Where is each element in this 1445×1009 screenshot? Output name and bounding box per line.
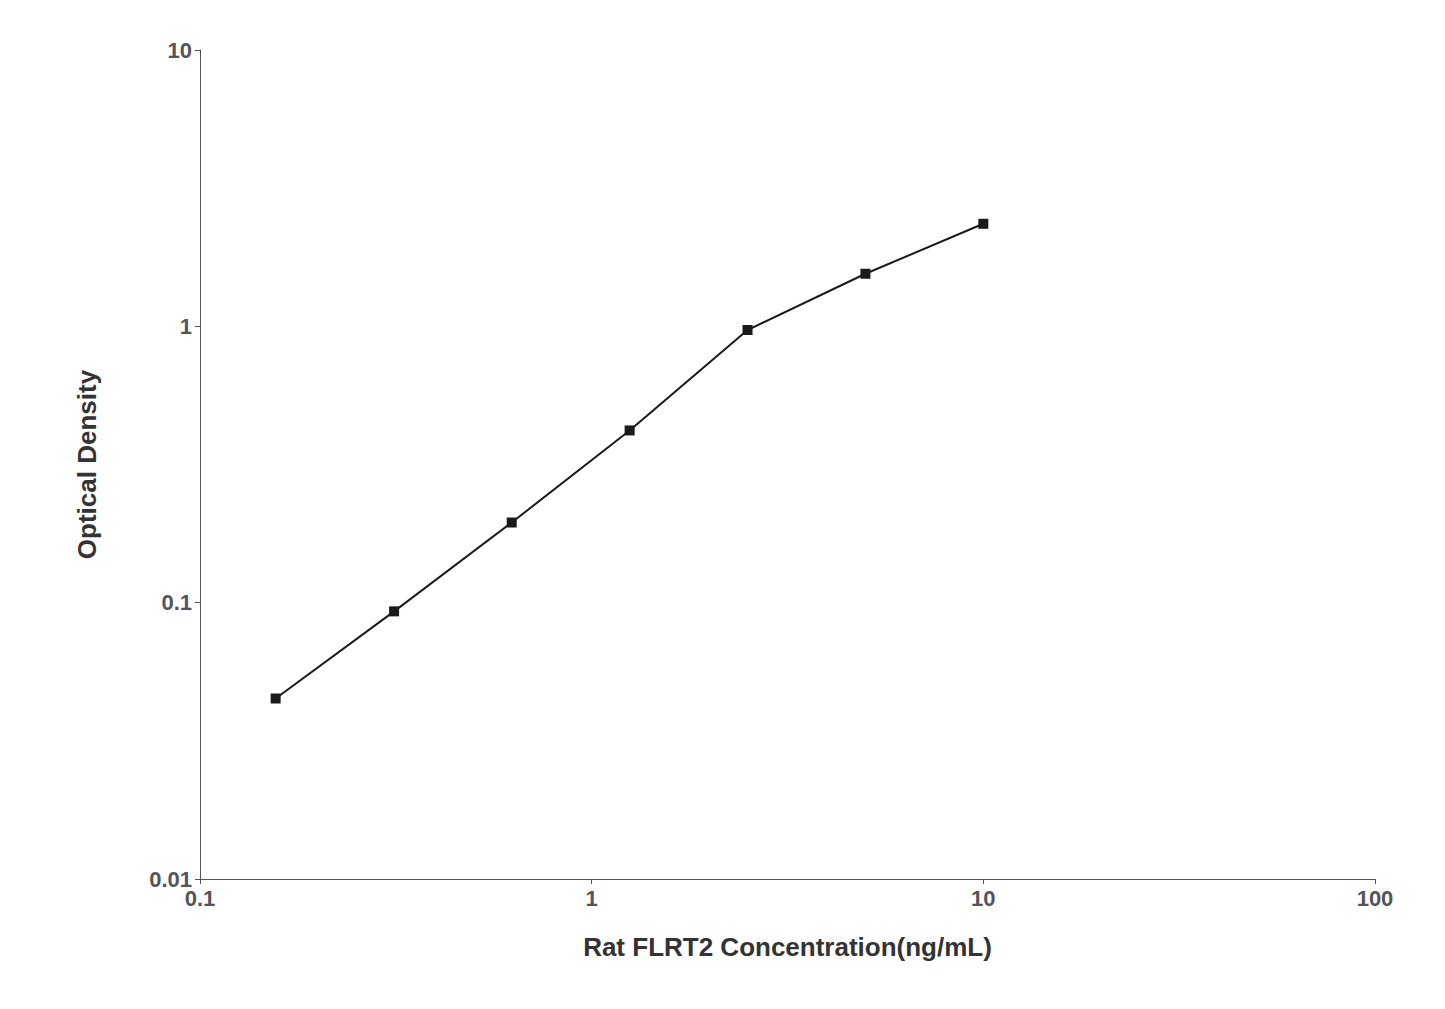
svg-text:1: 1 — [586, 886, 598, 911]
svg-text:10: 10 — [971, 886, 995, 911]
svg-text:10: 10 — [168, 38, 192, 63]
svg-text:0.1: 0.1 — [161, 590, 192, 615]
svg-text:Rat FLRT2 Concentration(ng/mL): Rat FLRT2 Concentration(ng/mL) — [583, 932, 992, 962]
svg-text:Optical Density: Optical Density — [72, 369, 102, 559]
svg-text:0.01: 0.01 — [149, 866, 192, 892]
svg-text:0.1: 0.1 — [185, 886, 216, 911]
svg-text:1: 1 — [180, 314, 192, 339]
svg-text:100: 100 — [1357, 886, 1394, 911]
